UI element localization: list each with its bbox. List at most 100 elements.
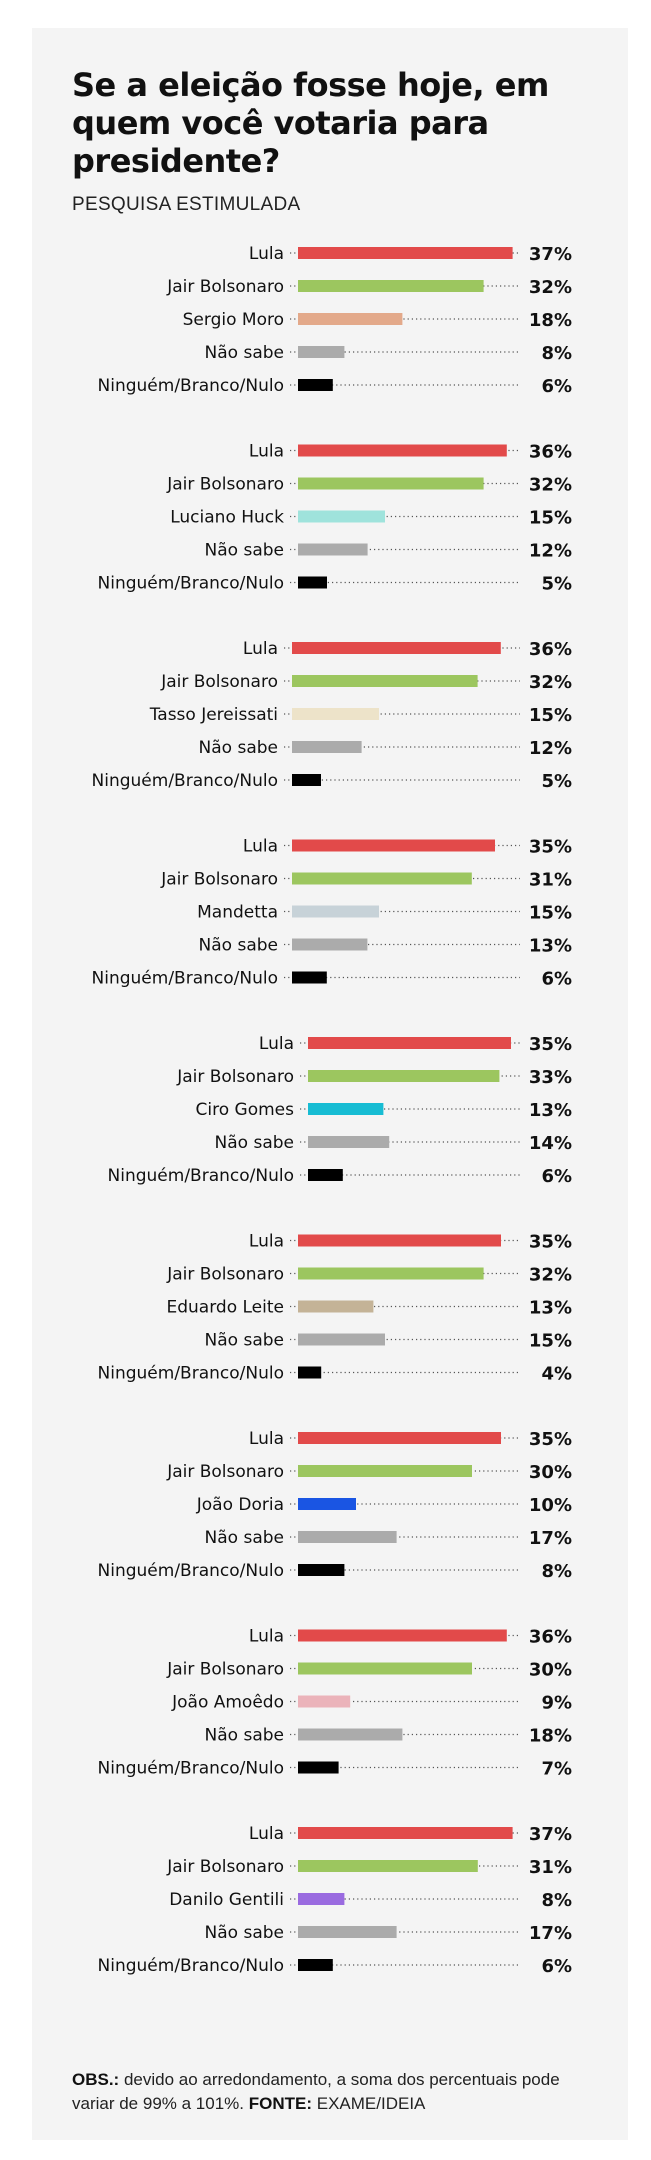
value-label-8-1: 36% — [529, 1627, 572, 1648]
bar-2-1 — [298, 444, 507, 457]
category-label-3-2: Jair Bolsonaro — [160, 672, 278, 692]
category-label-7-5: Ninguém/Branco/Nulo — [98, 1561, 284, 1581]
category-label-4-1: Lula — [243, 837, 278, 857]
category-label-7-2: Jair Bolsonaro — [166, 1462, 284, 1482]
value-label-4-3: 15% — [529, 903, 572, 924]
bar-5-4 — [308, 1136, 390, 1148]
category-label-2-5: Ninguém/Branco/Nulo — [98, 574, 284, 594]
category-label-8-4: Não sabe — [205, 1726, 284, 1746]
bar-6-5 — [298, 1366, 322, 1379]
category-label-8-5: Ninguém/Branco/Nulo — [98, 1759, 284, 1779]
chart-subtitle: PESQUISA ESTIMULADA — [72, 194, 301, 215]
charts-container: Lula 37% Jair Bolsonaro 32% Sergio Moro 18% Nã… — [32, 28, 628, 2140]
category-label-3-4: Não sabe — [199, 738, 278, 758]
bar-3-4 — [292, 741, 362, 753]
bar-8-4 — [298, 1728, 403, 1741]
value-label-1-1: 37% — [529, 244, 572, 265]
category-label-9-3: Danilo Gentili — [169, 1890, 284, 1910]
bar-1-1 — [298, 247, 513, 259]
bar-5-5 — [308, 1169, 343, 1181]
value-label-5-5: 6% — [541, 1166, 572, 1187]
bar-9-3 — [298, 1893, 345, 1905]
value-label-5-1: 35% — [529, 1034, 572, 1055]
bar-8-1 — [298, 1629, 507, 1642]
category-label-5-1: Lula — [259, 1034, 294, 1054]
value-label-3-2: 32% — [529, 672, 572, 693]
bar-4-3 — [292, 905, 379, 918]
category-label-5-3: Ciro Gomes — [196, 1100, 295, 1120]
bar-7-2 — [298, 1465, 472, 1477]
bar-8-5 — [298, 1761, 339, 1774]
category-label-2-2: Jair Bolsonaro — [166, 475, 284, 495]
chart-card: Se a eleição fosse hoje, em quem você vo… — [32, 28, 628, 2140]
value-label-7-5: 8% — [541, 1561, 572, 1582]
category-label-9-1: Lula — [249, 1824, 284, 1844]
category-label-8-1: Lula — [249, 1627, 284, 1647]
bar-9-5 — [298, 1959, 333, 1971]
value-label-8-2: 30% — [529, 1660, 572, 1681]
bar-1-4 — [298, 346, 345, 358]
bar-2-2 — [298, 477, 484, 490]
bar-2-5 — [298, 576, 327, 589]
value-label-5-3: 13% — [529, 1100, 572, 1121]
bar-3-3 — [292, 708, 379, 720]
obs-text: devido ao arredondamento, a soma dos per… — [72, 2070, 560, 2113]
category-label-1-5: Ninguém/Branco/Nulo — [98, 376, 284, 396]
category-label-8-3: João Amoêdo — [171, 1693, 284, 1713]
category-label-4-3: Mandetta — [197, 903, 278, 923]
bar-8-2 — [298, 1662, 472, 1675]
bar-7-1 — [298, 1432, 501, 1444]
bar-6-4 — [298, 1333, 385, 1346]
value-label-7-2: 30% — [529, 1462, 572, 1483]
bar-4-4 — [292, 938, 368, 951]
value-label-6-2: 32% — [529, 1265, 572, 1286]
bar-4-2 — [292, 872, 472, 885]
category-label-6-1: Lula — [249, 1232, 284, 1252]
bar-5-1 — [308, 1037, 511, 1049]
category-label-4-5: Ninguém/Branco/Nulo — [92, 969, 278, 989]
bar-7-5 — [298, 1564, 345, 1576]
bar-4-1 — [292, 839, 495, 852]
category-label-3-5: Ninguém/Branco/Nulo — [92, 771, 278, 791]
category-label-7-4: Não sabe — [205, 1528, 284, 1548]
category-label-4-4: Não sabe — [199, 936, 278, 956]
category-label-5-2: Jair Bolsonaro — [176, 1067, 294, 1087]
category-label-9-5: Ninguém/Branco/Nulo — [98, 1956, 284, 1976]
category-label-9-4: Não sabe — [205, 1923, 284, 1943]
value-label-4-1: 35% — [529, 837, 572, 858]
bar-charts-svg: Lula 37% Jair Bolsonaro 32% Sergio Moro 18% Nã… — [92, 244, 572, 1977]
obs-label: OBS.: — [72, 2070, 120, 2089]
value-label-3-5: 5% — [541, 771, 572, 792]
category-label-2-3: Luciano Huck — [170, 508, 284, 528]
source-label: FONTE: — [248, 2094, 313, 2113]
category-label-5-5: Ninguém/Branco/Nulo — [108, 1166, 294, 1186]
value-label-2-3: 15% — [529, 508, 572, 529]
value-label-5-2: 33% — [529, 1067, 572, 1088]
value-label-6-1: 35% — [529, 1232, 572, 1253]
bar-9-1 — [298, 1827, 513, 1839]
bar-3-5 — [292, 774, 321, 786]
bar-5-2 — [308, 1070, 500, 1082]
value-label-1-4: 8% — [541, 343, 572, 364]
category-label-1-1: Lula — [249, 244, 284, 264]
value-label-2-2: 32% — [529, 475, 572, 496]
value-label-9-2: 31% — [529, 1857, 572, 1878]
chart-title: Se a eleição fosse hoje, em quem você vo… — [72, 66, 549, 180]
value-label-6-4: 15% — [529, 1331, 572, 1352]
value-label-7-3: 10% — [529, 1495, 572, 1516]
bar-2-3 — [298, 510, 385, 523]
bar-5-3 — [308, 1103, 384, 1115]
value-label-9-1: 37% — [529, 1824, 572, 1845]
value-label-9-5: 6% — [541, 1956, 572, 1977]
value-label-3-1: 36% — [529, 639, 572, 660]
category-label-5-4: Não sabe — [215, 1133, 294, 1153]
value-label-2-5: 5% — [541, 574, 572, 595]
source-text: EXAME/IDEIA — [316, 2094, 426, 2113]
value-label-7-1: 35% — [529, 1429, 572, 1450]
bar-9-2 — [298, 1860, 478, 1872]
value-label-4-2: 31% — [529, 870, 572, 891]
category-label-8-2: Jair Bolsonaro — [166, 1660, 284, 1680]
bar-3-1 — [292, 642, 501, 654]
value-label-5-4: 14% — [529, 1133, 572, 1154]
value-label-8-3: 9% — [541, 1693, 572, 1714]
